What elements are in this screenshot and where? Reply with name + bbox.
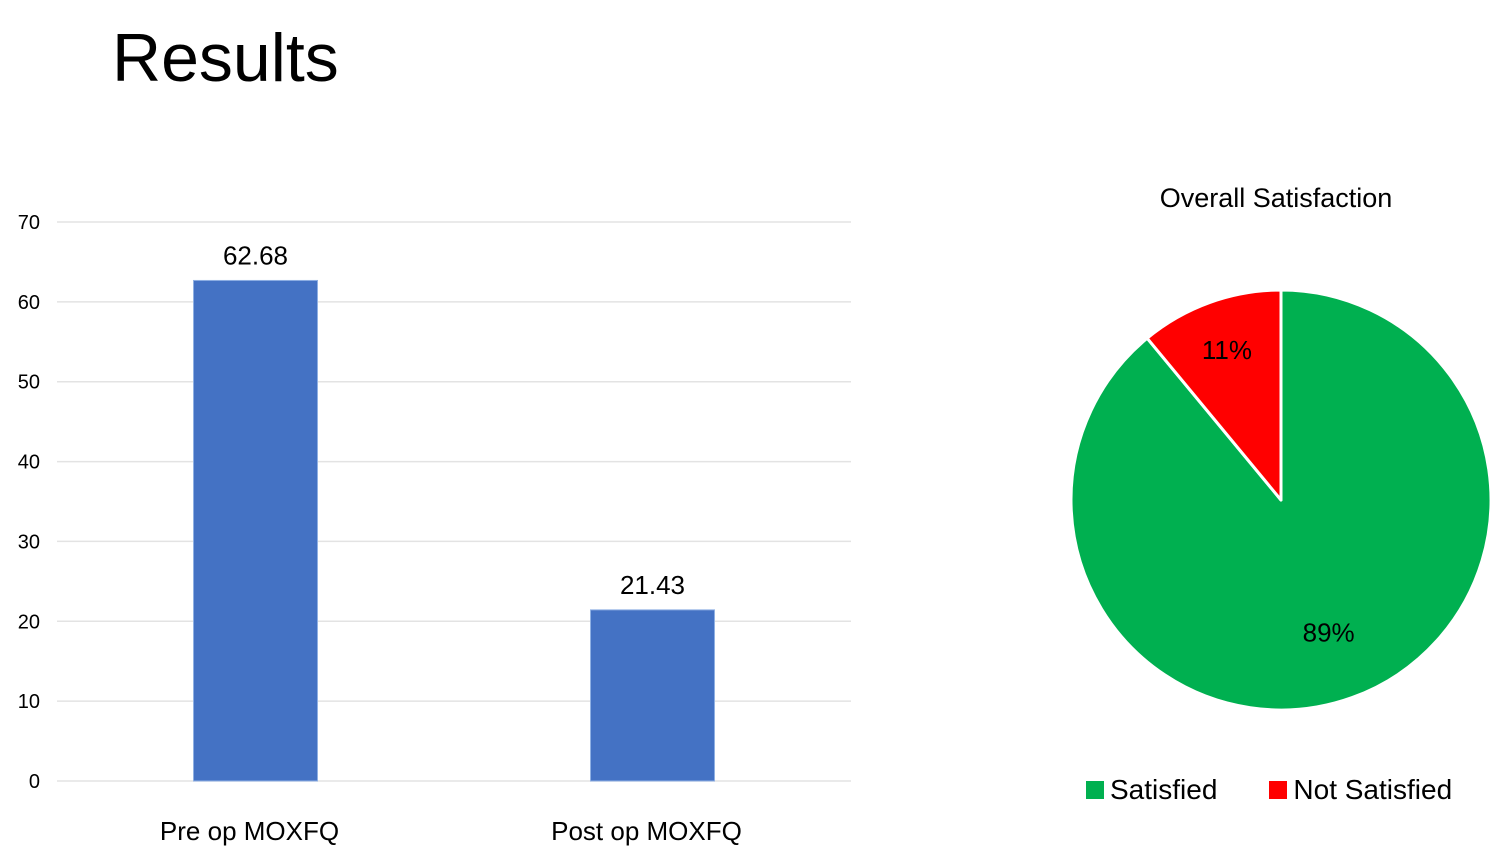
x-tick-label: Pre op MOXFQ <box>160 816 339 846</box>
bar-data-label: 21.43 <box>620 570 685 600</box>
legend-label-not-satisfied: Not Satisfied <box>1293 774 1453 805</box>
legend-item-satisfied: Satisfied <box>1086 774 1217 806</box>
y-tick-label: 40 <box>18 452 40 474</box>
bar <box>193 279 318 782</box>
legend-swatch-not-satisfied <box>1269 781 1288 799</box>
pie-title: Overall Satisfaction <box>1160 183 1393 213</box>
slide-title: Results <box>112 20 339 96</box>
y-tick-label: 20 <box>18 611 40 633</box>
x-tick-label: Post op MOXFQ <box>551 816 742 846</box>
y-tick-label: 10 <box>18 691 40 713</box>
y-tick-label: 50 <box>18 372 40 394</box>
legend-label-satisfied: Satisfied <box>1110 774 1218 805</box>
y-tick-label: 30 <box>18 531 40 553</box>
pie-slice <box>1145 288 1283 502</box>
bar <box>590 609 715 782</box>
legend-swatch-satisfied <box>1086 781 1104 799</box>
pie-data-label: 89% <box>1303 617 1355 647</box>
bar-data-label: 62.68 <box>223 240 288 270</box>
legend-item-not-satisfied: Not Satisfied <box>1269 774 1452 806</box>
y-tick-label: 70 <box>18 212 40 234</box>
y-tick-label: 0 <box>29 771 40 793</box>
pie-data-label: 11% <box>1202 335 1252 365</box>
y-tick-label: 60 <box>18 292 40 314</box>
pie-legend: Satisfied Not Satisfied <box>1086 774 1452 806</box>
